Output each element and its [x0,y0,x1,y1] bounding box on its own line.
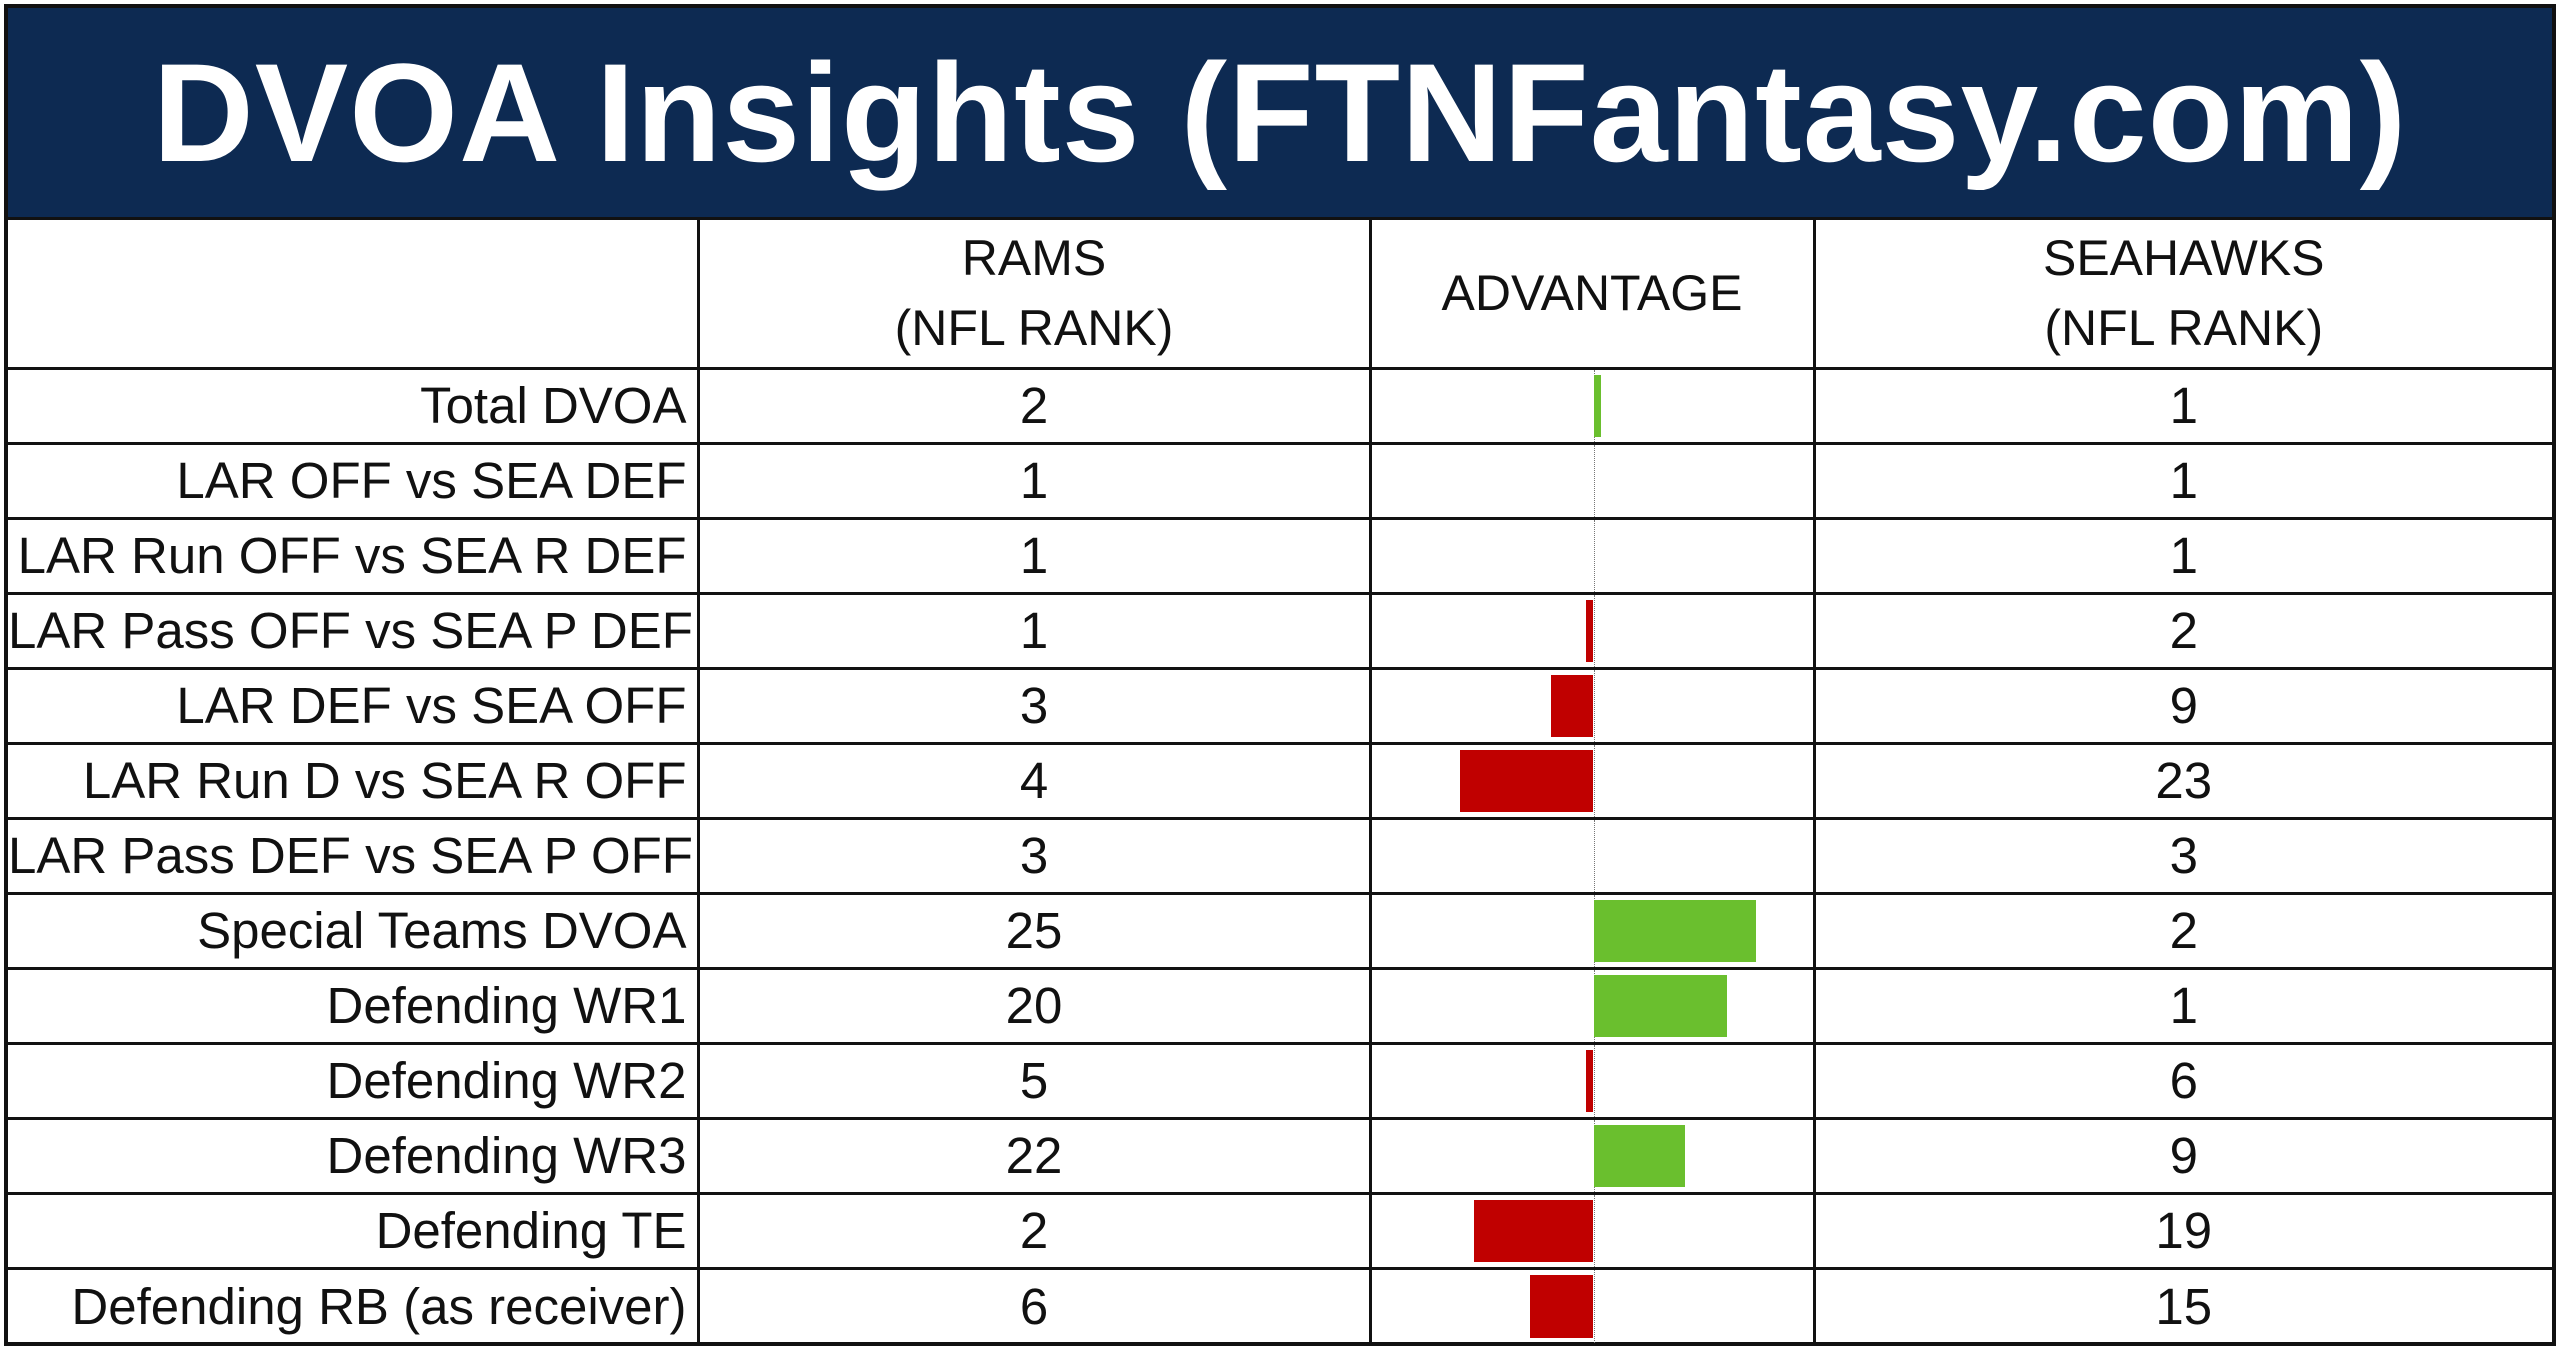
seahawks-header-line2: (NFL RANK) [2044,300,2324,357]
seahawks-column-header: SEAHAWKS (NFL RANK) [1812,220,2552,370]
seahawks-rank: 23 [1812,741,2552,820]
zero-axis-line [1593,1044,1595,1117]
table-row: LAR Run D vs SEA R OFF 4 23 [8,741,2552,820]
advantage-cell [1368,666,1816,745]
zero-axis-line [1593,519,1595,592]
rams-rank: 20 [696,966,1372,1045]
rams-rank: 6 [696,1266,1372,1343]
rams-rank: 1 [696,441,1372,520]
label-column-header [8,220,700,370]
advantage-cell [1368,516,1816,595]
rams-header-line2: (NFL RANK) [894,300,1174,357]
chart-title: DVOA Insights (FTNFantasy.com) [152,33,2408,191]
advantage-cell [1368,816,1816,895]
row-label: LAR Run D vs SEA R OFF [8,741,700,820]
seahawks-rank: 1 [1812,516,2552,595]
zero-axis-line [1593,444,1595,517]
advantage-cell [1368,441,1816,520]
row-label: Defending WR2 [8,1041,700,1120]
seahawks-rank: 2 [1812,891,2552,970]
seahawks-rank: 9 [1812,1116,2552,1195]
zero-axis-line [1593,594,1595,667]
advantage-bar-negative [1459,749,1594,812]
rams-rank: 4 [696,741,1372,820]
advantage-cell [1368,1041,1816,1120]
advantage-cell [1368,366,1816,445]
zero-axis-line [1593,819,1595,892]
advantage-bar-negative [1551,674,1594,737]
table-row: Total DVOA 2 1 [8,366,2552,445]
rams-rank: 1 [696,591,1372,670]
advantage-bar-negative [1530,1274,1594,1338]
seahawks-rank: 19 [1812,1191,2552,1270]
table-row: Defending RB (as receiver) 6 15 [8,1266,2552,1343]
zero-axis-line [1593,1194,1595,1267]
rams-rank: 3 [696,666,1372,745]
row-label: Special Teams DVOA [8,891,700,970]
rams-rank: 2 [696,366,1372,445]
seahawks-header-line1: SEAHAWKS [2042,230,2325,287]
row-label: Total DVOA [8,366,700,445]
advantage-cell [1368,741,1816,820]
seahawks-rank: 2 [1812,591,2552,670]
advantage-bar-positive [1593,899,1756,962]
seahawks-rank: 15 [1812,1266,2552,1343]
table-row: LAR Run OFF vs SEA R DEF 1 1 [8,516,2552,595]
seahawks-rank: 1 [1812,966,2552,1045]
advantage-bar-positive [1593,374,1601,437]
seahawks-rank: 1 [1812,366,2552,445]
advantage-bar-negative [1473,1199,1594,1262]
row-label: LAR Pass DEF vs SEA P OFF [8,816,700,895]
seahawks-rank: 9 [1812,666,2552,745]
advantage-bar-positive [1593,1124,1686,1187]
zero-axis-line [1593,744,1595,817]
table-row: LAR Pass OFF vs SEA P DEF 1 2 [8,591,2552,670]
rams-header-line1: RAMS [961,230,1107,287]
advantage-cell [1368,591,1816,670]
dvoa-table: RAMS (NFL RANK) ADVANTAGE SEAHAWKS (NFL … [8,220,2552,1343]
row-label: Defending TE [8,1191,700,1270]
advantage-cell [1368,1116,1816,1195]
advantage-cell [1368,1191,1816,1270]
seahawks-rank: 1 [1812,441,2552,520]
rams-rank: 25 [696,891,1372,970]
table-row: Defending WR3 22 9 [8,1116,2552,1195]
row-label: LAR Run OFF vs SEA R DEF [8,516,700,595]
title-bar: DVOA Insights (FTNFantasy.com) [8,8,2552,220]
advantage-bar-positive [1593,974,1728,1037]
rams-rank: 2 [696,1191,1372,1270]
row-label: LAR Pass OFF vs SEA P DEF [8,591,700,670]
advantage-cell [1368,1266,1816,1343]
seahawks-rank: 3 [1812,816,2552,895]
dvoa-table-graphic: DVOA Insights (FTNFantasy.com) RAMS (NFL… [4,4,2556,1346]
table-row: LAR OFF vs SEA DEF 1 1 [8,441,2552,520]
advantage-cell [1368,966,1816,1045]
zero-axis-line [1593,669,1595,742]
row-label: Defending WR1 [8,966,700,1045]
row-label: Defending WR3 [8,1116,700,1195]
rams-rank: 5 [696,1041,1372,1120]
row-label: LAR DEF vs SEA OFF [8,666,700,745]
seahawks-rank: 6 [1812,1041,2552,1120]
row-label: LAR OFF vs SEA DEF [8,441,700,520]
table-row: Defending WR1 20 1 [8,966,2552,1045]
row-label: Defending RB (as receiver) [8,1266,700,1343]
table-body: Total DVOA 2 1 LAR OFF vs SEA DEF 1 1 LAR Run … [8,366,2552,1343]
table-row: Special Teams DVOA 25 2 [8,891,2552,970]
advantage-cell [1368,891,1816,970]
table-row: Defending WR2 5 6 [8,1041,2552,1120]
rams-rank: 1 [696,516,1372,595]
table-row: LAR DEF vs SEA OFF 3 9 [8,666,2552,745]
rams-rank: 3 [696,816,1372,895]
table-row: Defending TE 2 19 [8,1191,2552,1270]
advantage-bar-negative [1586,599,1594,662]
advantage-bar-negative [1586,1049,1594,1112]
rams-rank: 22 [696,1116,1372,1195]
advantage-column-header: ADVANTAGE [1368,220,1816,370]
rams-column-header: RAMS (NFL RANK) [696,220,1372,370]
zero-axis-line [1593,1269,1595,1343]
header-row: RAMS (NFL RANK) ADVANTAGE SEAHAWKS (NFL … [8,220,2552,370]
table-row: LAR Pass DEF vs SEA P OFF 3 3 [8,816,2552,895]
